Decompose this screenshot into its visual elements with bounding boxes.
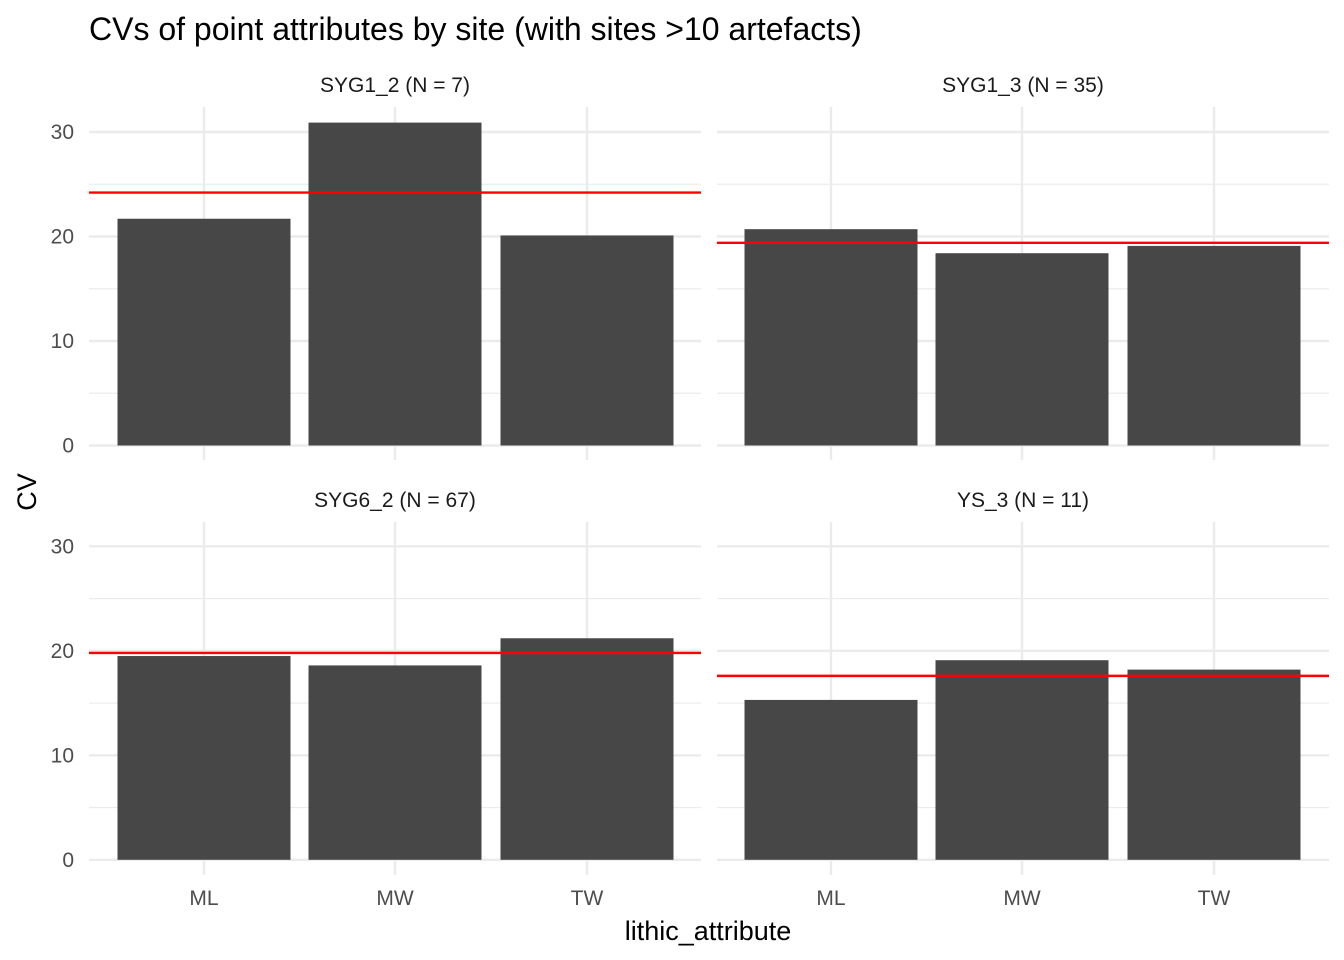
facet-label: SYG1_2 (N = 7) bbox=[320, 74, 470, 97]
bar bbox=[117, 218, 291, 446]
y-tick-label: 10 bbox=[51, 744, 74, 767]
x-tick-label: MW bbox=[376, 887, 413, 910]
chart-title: CVs of point attributes by site (with si… bbox=[89, 11, 862, 47]
y-tick-label: 30 bbox=[51, 121, 74, 144]
x-tick-label: ML bbox=[816, 887, 845, 910]
facet-label: YS_3 (N = 11) bbox=[957, 489, 1089, 512]
bar bbox=[935, 253, 1109, 446]
bar bbox=[1127, 669, 1301, 860]
facet-label: SYG1_3 (N = 35) bbox=[942, 74, 1104, 97]
facet-label: SYG6_2 (N = 67) bbox=[314, 489, 476, 512]
y-tick-label: 10 bbox=[51, 330, 74, 353]
bar bbox=[1127, 245, 1301, 446]
bar bbox=[308, 665, 482, 860]
x-tick-label: TW bbox=[571, 887, 604, 910]
y-tick-label: 0 bbox=[62, 849, 74, 872]
facet-panel: YS_3 (N = 11) ML MW TW bbox=[717, 489, 1329, 910]
x-tick-label: MW bbox=[1003, 887, 1040, 910]
bar bbox=[935, 660, 1109, 860]
y-tick-label: 20 bbox=[51, 640, 74, 663]
y-tick-label: 0 bbox=[62, 435, 74, 458]
x-axis-title: lithic_attribute bbox=[625, 916, 792, 946]
facet-panel: SYG1_3 (N = 35) bbox=[717, 74, 1329, 460]
bar bbox=[500, 235, 674, 446]
bar bbox=[500, 638, 674, 860]
y-tick-label: 20 bbox=[51, 226, 74, 249]
x-tick-label: TW bbox=[1198, 887, 1231, 910]
bar bbox=[308, 122, 482, 446]
facet-panel: SYG1_2 (N = 7) 0 10 20 30 bbox=[51, 74, 701, 460]
y-axis-title: CV bbox=[12, 473, 42, 511]
y-tick-label: 30 bbox=[51, 535, 74, 558]
facet-panel: SYG6_2 (N = 67) 0 10 20 30 ML MW TW bbox=[51, 489, 701, 910]
facet-panels: SYG1_2 (N = 7) 0 10 20 30 SYG1_3 (N = 35) SYG6… bbox=[51, 74, 1329, 910]
x-tick-label: ML bbox=[189, 887, 218, 910]
bar bbox=[744, 699, 918, 860]
bar bbox=[744, 229, 918, 446]
bar bbox=[117, 656, 291, 860]
